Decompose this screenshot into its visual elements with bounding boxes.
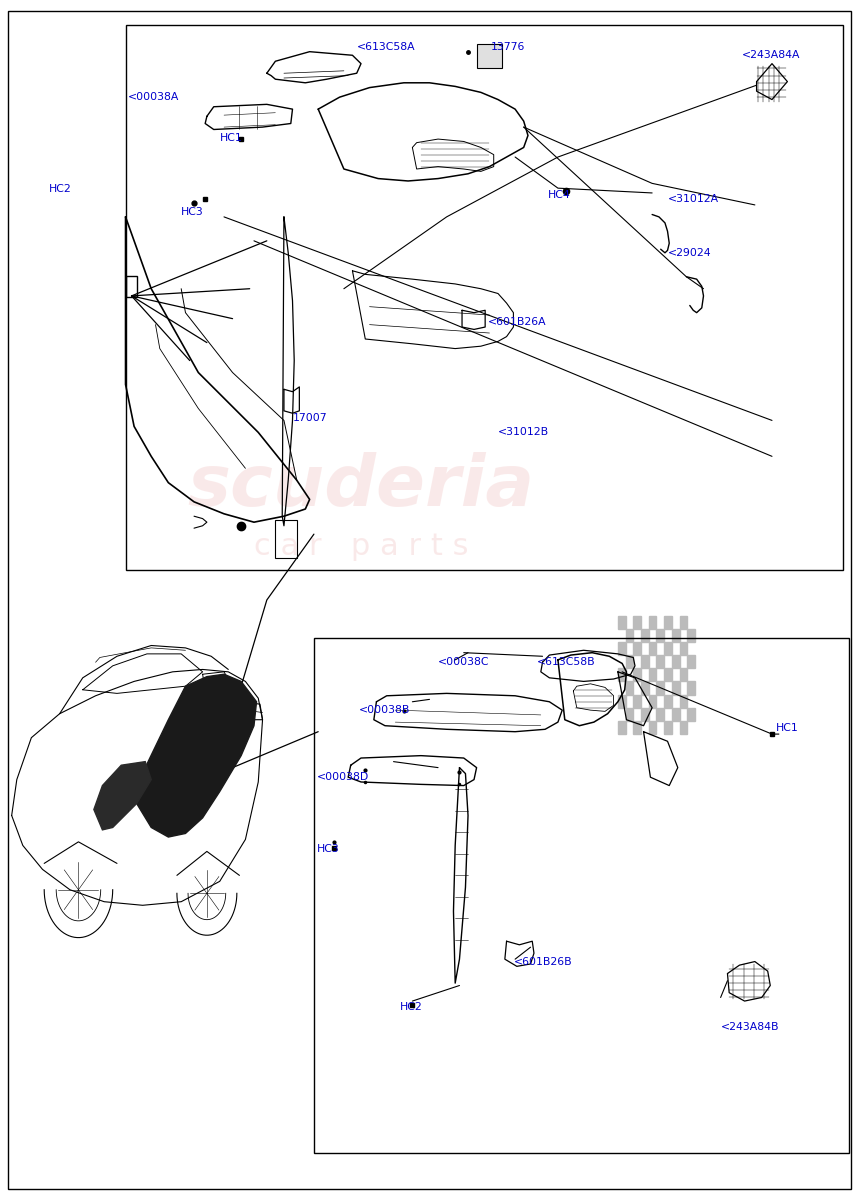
Text: <31012B: <31012B [498, 427, 549, 437]
Bar [641, 629, 649, 642]
Bar [477, 44, 503, 68]
Polygon shape [137, 674, 257, 838]
Bar [641, 682, 649, 695]
Text: c a r   p a r t s: c a r p a r t s [253, 532, 468, 560]
Bar [687, 629, 695, 642]
Bar [618, 616, 625, 629]
Bar [672, 708, 679, 721]
Text: 13776: 13776 [491, 42, 526, 52]
Bar [687, 682, 695, 695]
Text: scuderia: scuderia [187, 451, 534, 521]
Text: HC2: HC2 [48, 185, 71, 194]
Bar [618, 642, 625, 655]
Bar [672, 655, 679, 668]
Bar [679, 616, 687, 629]
Bar [664, 668, 672, 682]
Text: <613C58A: <613C58A [356, 42, 416, 52]
Text: <601B26B: <601B26B [514, 956, 572, 966]
Bar [687, 655, 695, 668]
Bar [125, 25, 843, 570]
Bar [633, 695, 641, 708]
Text: HC3: HC3 [181, 208, 204, 217]
Text: <00038B: <00038B [359, 706, 411, 715]
Text: HC3: HC3 [316, 844, 339, 854]
Bar [625, 708, 633, 721]
Text: <00038C: <00038C [438, 658, 490, 667]
Bar [126, 276, 137, 298]
Text: 17007: 17007 [293, 413, 327, 424]
Bar [664, 616, 672, 629]
Bar [641, 655, 649, 668]
Bar [664, 642, 672, 655]
Text: HC1: HC1 [220, 133, 242, 143]
Text: HC4: HC4 [548, 191, 570, 200]
Bar [633, 668, 641, 682]
Bar [679, 721, 687, 734]
Bar [649, 721, 656, 734]
Bar [633, 616, 641, 629]
Text: HC1: HC1 [777, 724, 799, 733]
Bar [649, 642, 656, 655]
Bar [679, 668, 687, 682]
Bar [656, 655, 664, 668]
Bar [649, 668, 656, 682]
Bar [672, 629, 679, 642]
Text: <601B26A: <601B26A [488, 317, 546, 328]
Bar [641, 708, 649, 721]
Bar [618, 668, 625, 682]
Bar [664, 695, 672, 708]
Text: <31012A: <31012A [667, 194, 719, 204]
Bar [625, 682, 633, 695]
Text: HC2: HC2 [399, 1002, 423, 1012]
Bar [633, 721, 641, 734]
Bar [649, 695, 656, 708]
Text: <243A84A: <243A84A [742, 50, 801, 60]
Bar [625, 655, 633, 668]
Text: <613C58B: <613C58B [537, 658, 595, 667]
Bar [679, 695, 687, 708]
Bar [679, 642, 687, 655]
Text: <00038D: <00038D [316, 772, 369, 782]
Text: <243A84B: <243A84B [721, 1022, 779, 1032]
Bar [649, 616, 656, 629]
Text: <00038A: <00038A [128, 92, 180, 102]
Bar [625, 629, 633, 642]
Bar [672, 682, 679, 695]
Bar [276, 520, 297, 558]
Bar [656, 682, 664, 695]
Bar [314, 638, 849, 1153]
Bar [687, 708, 695, 721]
Bar [664, 721, 672, 734]
Bar [656, 708, 664, 721]
Polygon shape [94, 762, 151, 830]
Bar [618, 695, 625, 708]
Bar [633, 642, 641, 655]
Bar [618, 721, 625, 734]
Text: <29024: <29024 [667, 248, 711, 258]
Bar [656, 629, 664, 642]
